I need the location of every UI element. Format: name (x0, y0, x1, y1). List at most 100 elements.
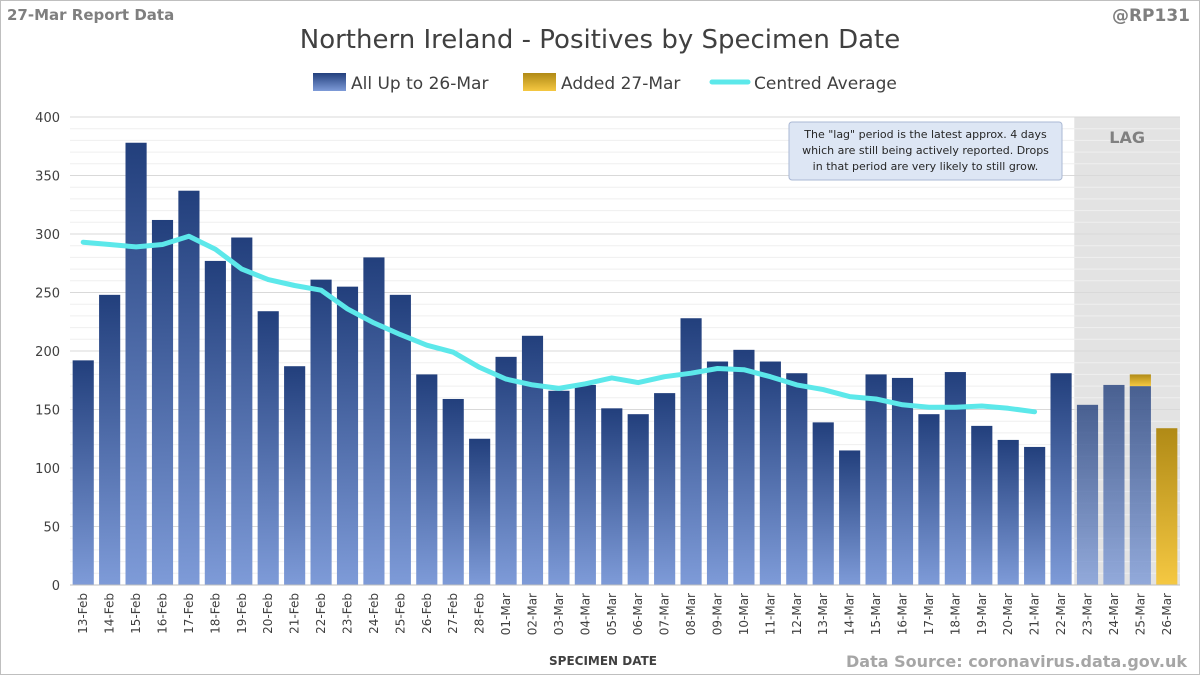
bar-11-mar (759, 361, 781, 585)
bar-19-mar (971, 425, 993, 585)
bar-16-feb (151, 219, 174, 585)
x-tick-label: 14-Mar (843, 593, 857, 635)
x-tick-label: 10-Mar (737, 593, 751, 635)
x-tick-label: 21-Mar (1028, 593, 1042, 635)
bar-22-feb (310, 279, 332, 585)
x-tick-label: 19-Mar (975, 593, 989, 635)
y-tick-label: 100 (35, 462, 60, 477)
added-bar-25-mar (1129, 374, 1151, 387)
x-tick-label: 24-Mar (1107, 593, 1121, 635)
x-tick-label: 17-Mar (922, 593, 936, 635)
bar-27-feb (442, 398, 464, 585)
x-tick-label: 06-Mar (631, 593, 645, 635)
x-tick-label: 11-Mar (763, 593, 777, 635)
x-tick-label: 07-Mar (658, 593, 672, 635)
bar-14-feb (99, 294, 121, 585)
lag-note-line: The "lag" period is the latest approx. 4… (803, 128, 1047, 141)
lag-note-line: which are still being actively reported.… (802, 144, 1049, 157)
bar-14-mar (839, 450, 861, 585)
bar-20-mar (997, 439, 1019, 585)
y-tick-label: 350 (35, 170, 60, 185)
x-tick-label: 01-Mar (499, 593, 513, 635)
lag-label: LAG (1109, 128, 1145, 147)
x-tick-label: 08-Mar (684, 593, 698, 635)
added-bar-26-mar (1156, 428, 1178, 585)
bar-12-mar (786, 373, 808, 585)
bar-10-mar (733, 349, 755, 585)
author-handle: @RP131 (1111, 6, 1190, 26)
x-tick-label: 13-Feb (76, 593, 90, 634)
lag-note-box (788, 121, 1063, 181)
bar-18-feb (204, 260, 226, 585)
x-tick-label: 14-Feb (103, 593, 117, 634)
legend-label-centred-average: Centred Average (754, 74, 897, 94)
bar-19-feb (231, 237, 253, 585)
x-tick-label: 25-Mar (1133, 593, 1147, 635)
legend-label-all-up-to-26-mar: All Up to 26-Mar (351, 74, 488, 94)
bar-01-mar (495, 356, 517, 585)
bar-17-mar (918, 414, 940, 585)
bar-25-feb (389, 294, 411, 585)
bar-15-feb (125, 142, 147, 586)
x-tick-label: 05-Mar (605, 593, 619, 635)
x-tick-label: 26-Feb (420, 593, 434, 634)
y-tick-label: 50 (43, 521, 60, 536)
bar-21-mar (1024, 446, 1046, 585)
x-tick-label: 26-Mar (1160, 593, 1174, 635)
bar-07-mar (654, 393, 676, 585)
x-tick-label: 03-Mar (552, 593, 566, 635)
legend-swatch-added-27-mar (523, 73, 556, 91)
x-tick-label: 20-Feb (261, 593, 275, 634)
x-tick-label: 28-Feb (473, 593, 487, 634)
bar-04-mar (574, 384, 596, 585)
bar-24-mar (1103, 384, 1125, 585)
lag-note-line: in that period are very likely to still … (813, 160, 1039, 173)
bar-02-mar (521, 335, 544, 585)
x-tick-label: 21-Feb (288, 593, 302, 634)
x-tick-label: 22-Feb (314, 593, 328, 634)
x-tick-label: 09-Mar (711, 593, 725, 635)
chart-title: Northern Ireland - Positives by Specimen… (300, 25, 900, 55)
bar-22-mar (1050, 373, 1072, 585)
bar-28-feb (469, 438, 491, 585)
x-tick-label: 04-Mar (578, 593, 592, 635)
x-tick-label: 17-Feb (182, 593, 196, 634)
bar-21-feb (284, 366, 306, 585)
bar-13-mar (812, 422, 834, 585)
bar-16-mar (891, 377, 914, 585)
legend: All Up to 26-Mar Added 27-Mar Centred Av… (313, 73, 897, 94)
x-tick-label: 18-Mar (948, 593, 962, 635)
bar-06-mar (627, 414, 649, 585)
y-tick-label: 250 (35, 287, 60, 302)
bar-03-mar (548, 390, 570, 585)
report-date-label: 27-Mar Report Data (7, 6, 175, 24)
legend-label-added-27-mar: Added 27-Mar (561, 74, 680, 94)
bar-15-mar (865, 374, 887, 585)
y-tick-label: 0 (52, 579, 60, 594)
x-tick-label: 16-Mar (896, 593, 910, 635)
bar-08-mar (680, 318, 702, 585)
centred-average-line (80, 233, 1038, 415)
x-tick-label: 13-Mar (816, 593, 830, 635)
x-tick-label: 23-Feb (341, 593, 355, 634)
bar-18-mar (944, 372, 966, 585)
y-tick-label: 400 (35, 111, 60, 126)
x-tick-label: 20-Mar (1001, 593, 1015, 635)
x-tick-label: 16-Feb (156, 593, 170, 634)
y-tick-label: 150 (35, 404, 60, 419)
legend-swatch-all-up-to-26-mar (313, 73, 346, 91)
bar-13-feb (72, 360, 94, 585)
y-tick-label: 200 (35, 345, 60, 360)
bar-24-feb (363, 257, 385, 585)
bar-20-feb (257, 311, 279, 585)
bar-25-mar (1129, 386, 1151, 585)
x-tick-label: 27-Feb (446, 593, 460, 634)
x-tick-label: 18-Feb (208, 593, 222, 634)
data-source-credit: Data Source: coronavirus.data.gov.uk (846, 652, 1187, 671)
bar-23-mar (1076, 404, 1099, 585)
x-tick-label: 22-Mar (1054, 593, 1068, 635)
x-axis-label: SPECIMEN DATE (549, 654, 657, 668)
x-tick-label: 15-Feb (129, 593, 143, 634)
x-tick-label: 19-Feb (235, 593, 249, 634)
